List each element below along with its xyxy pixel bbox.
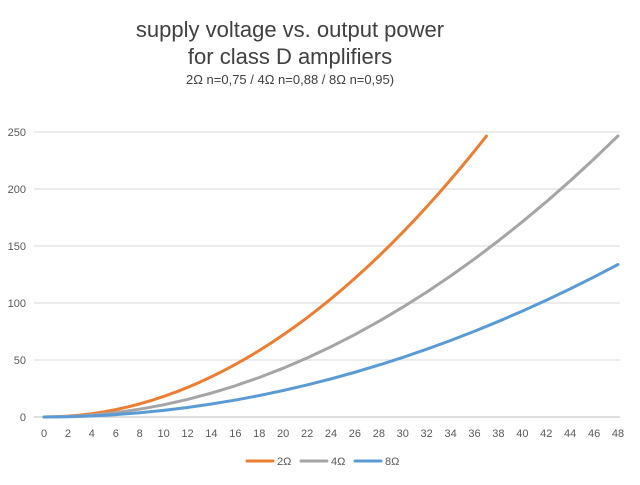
x-tick-label-14: 14	[205, 428, 217, 440]
x-tick-label-42: 42	[540, 428, 552, 440]
x-tick-label-46: 46	[588, 428, 600, 440]
x-tick-label-22: 22	[301, 428, 313, 440]
x-tick-label-12: 12	[181, 428, 193, 440]
y-tick-label-250: 250	[8, 127, 26, 139]
x-tick-label-2: 2	[65, 428, 71, 440]
legend-label-1: 4Ω	[331, 456, 345, 468]
series-line-1	[42, 134, 620, 419]
y-tick-label-150: 150	[8, 241, 26, 253]
legend-label-2: 8Ω	[385, 456, 399, 468]
chart-title-line1: supply voltage vs. output power	[136, 17, 444, 42]
x-tick-label-26: 26	[349, 428, 361, 440]
x-tick-label-34: 34	[444, 428, 456, 440]
x-tick-label-28: 28	[373, 428, 385, 440]
y-tick-label-200: 200	[8, 184, 26, 196]
x-tick-label-48: 48	[612, 428, 624, 440]
legend: 2Ω 4Ω 8Ω	[245, 456, 399, 468]
series-line-2	[42, 263, 620, 419]
x-tick-label-32: 32	[421, 428, 433, 440]
chart-subtitle: 2Ω n=0,75 / 4Ω n=0,88 / 8Ω n=0,95)	[186, 72, 394, 87]
x-tick-label-38: 38	[492, 428, 504, 440]
y-tick-label-0: 0	[20, 412, 26, 424]
series-lines	[42, 134, 620, 419]
x-tick-label-30: 30	[397, 428, 409, 440]
legend-label-0: 2Ω	[277, 456, 291, 468]
x-tick-label-8: 8	[137, 428, 143, 440]
x-tick-label-24: 24	[325, 428, 337, 440]
series-line-0	[42, 134, 488, 419]
chart-title-line2: for class D amplifiers	[188, 44, 392, 69]
x-tick-label-18: 18	[253, 428, 265, 440]
x-tick-label-20: 20	[277, 428, 289, 440]
y-tick-label-50: 50	[14, 355, 26, 367]
y-tick-label-100: 100	[8, 298, 26, 310]
x-tick-label-6: 6	[113, 428, 119, 440]
x-tick-label-40: 40	[516, 428, 528, 440]
x-tick-label-36: 36	[468, 428, 480, 440]
x-tick-label-0: 0	[41, 428, 47, 440]
x-tick-label-44: 44	[564, 428, 576, 440]
gridlines	[34, 131, 620, 361]
x-tick-label-10: 10	[157, 428, 169, 440]
x-tick-label-4: 4	[89, 428, 95, 440]
x-tick-label-16: 16	[229, 428, 241, 440]
